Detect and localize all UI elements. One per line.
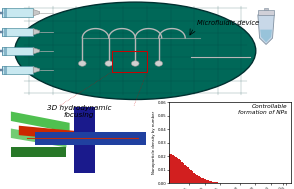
Bar: [180, 160, 181, 183]
Bar: [210, 181, 212, 183]
Circle shape: [105, 61, 113, 66]
Bar: [169, 154, 171, 183]
Text: Controllable
formation of NPs: Controllable formation of NPs: [238, 105, 288, 115]
Bar: [216, 182, 218, 183]
Polygon shape: [74, 107, 95, 173]
Bar: [209, 181, 210, 183]
Bar: [181, 162, 183, 183]
Bar: [171, 154, 172, 183]
Bar: [258, 10, 274, 15]
Bar: [174, 156, 175, 183]
Polygon shape: [35, 132, 146, 145]
Bar: [175, 157, 177, 183]
Bar: [184, 165, 186, 183]
Bar: [187, 167, 189, 183]
Bar: [191, 170, 192, 183]
Bar: [178, 159, 180, 183]
Bar: [204, 179, 206, 183]
Bar: [192, 171, 193, 183]
Polygon shape: [33, 67, 40, 73]
Circle shape: [78, 61, 86, 66]
Circle shape: [155, 61, 163, 66]
Bar: [112, 51, 147, 72]
Bar: [2, 46, 33, 55]
Bar: [2, 66, 33, 74]
Polygon shape: [11, 147, 66, 157]
Ellipse shape: [15, 2, 256, 99]
Bar: [0, 12, 3, 14]
Bar: [0, 31, 3, 33]
Bar: [2, 28, 33, 36]
Bar: [264, 8, 268, 10]
Bar: [200, 177, 201, 183]
Circle shape: [131, 61, 139, 66]
Bar: [195, 174, 196, 183]
Text: 3D hydrodynamic
focusing: 3D hydrodynamic focusing: [47, 105, 111, 118]
Bar: [193, 173, 195, 183]
Bar: [0, 50, 3, 52]
Polygon shape: [11, 129, 66, 147]
Bar: [201, 178, 203, 183]
Polygon shape: [19, 126, 90, 142]
Y-axis label: Nanoparticle density by number: Nanoparticle density by number: [152, 111, 156, 174]
Polygon shape: [33, 48, 40, 54]
Polygon shape: [258, 15, 274, 44]
Bar: [207, 180, 209, 183]
Bar: [177, 158, 178, 183]
Polygon shape: [33, 29, 40, 35]
Bar: [183, 163, 184, 183]
Bar: [212, 182, 213, 183]
Bar: [213, 182, 215, 183]
Bar: [189, 169, 191, 183]
Bar: [206, 180, 207, 183]
Bar: [198, 176, 200, 183]
Bar: [172, 155, 174, 183]
Bar: [203, 178, 204, 183]
Bar: [0, 69, 3, 71]
Bar: [2, 9, 33, 17]
Text: Microfluidic device: Microfluidic device: [197, 20, 259, 26]
Polygon shape: [11, 112, 70, 132]
Bar: [196, 175, 198, 183]
Bar: [186, 166, 187, 183]
Polygon shape: [260, 30, 272, 42]
Bar: [215, 182, 216, 183]
Polygon shape: [33, 9, 40, 16]
